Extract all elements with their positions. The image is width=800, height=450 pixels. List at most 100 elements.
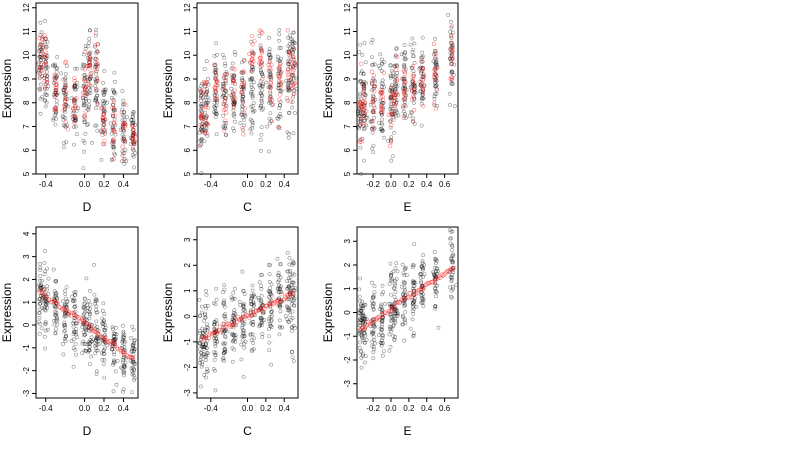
data-point bbox=[362, 111, 367, 116]
data-point bbox=[232, 50, 237, 55]
data-point bbox=[63, 323, 67, 328]
data-point bbox=[361, 82, 366, 87]
data-point bbox=[358, 117, 363, 122]
data-point bbox=[65, 97, 70, 102]
data-point bbox=[450, 30, 455, 35]
data-point bbox=[381, 105, 386, 110]
data-point bbox=[434, 61, 439, 66]
data-point bbox=[70, 298, 75, 303]
data-point bbox=[240, 94, 245, 99]
y-tick-label: 3 bbox=[22, 254, 31, 259]
data-point bbox=[278, 325, 283, 330]
data-point bbox=[361, 72, 366, 77]
fit-line-point bbox=[375, 315, 380, 321]
data-point bbox=[197, 340, 202, 345]
data-point bbox=[53, 314, 58, 318]
data-point bbox=[86, 305, 90, 310]
data-point bbox=[266, 289, 271, 294]
data-point bbox=[380, 90, 385, 95]
data-point bbox=[84, 93, 89, 98]
fitted-point bbox=[361, 85, 367, 90]
data-point bbox=[401, 271, 406, 276]
data-point bbox=[250, 283, 255, 288]
data-point bbox=[251, 110, 256, 114]
data-point bbox=[411, 299, 416, 304]
data-point bbox=[292, 272, 297, 277]
data-point bbox=[279, 300, 284, 305]
fitted-point bbox=[198, 114, 203, 119]
data-point bbox=[232, 101, 237, 106]
data-point bbox=[413, 280, 418, 285]
data-point bbox=[213, 66, 218, 71]
data-point bbox=[202, 318, 207, 323]
data-point bbox=[434, 59, 439, 64]
x-tick-label: -0.4 bbox=[39, 180, 53, 189]
fit-line-point bbox=[221, 321, 227, 327]
data-point bbox=[52, 94, 57, 99]
data-point bbox=[394, 100, 399, 105]
x-tick-label: 0.2 bbox=[260, 180, 272, 189]
data-point bbox=[277, 69, 282, 74]
fitted-point bbox=[241, 70, 247, 75]
data-point bbox=[412, 296, 417, 301]
data-point bbox=[63, 110, 67, 114]
data-point bbox=[452, 104, 457, 109]
data-point bbox=[359, 316, 364, 321]
data-point bbox=[266, 68, 271, 73]
data-point bbox=[287, 320, 291, 325]
data-point bbox=[222, 300, 227, 305]
data-point bbox=[38, 20, 43, 25]
data-point bbox=[371, 323, 376, 327]
data-point bbox=[389, 135, 394, 140]
y-tick-label: -1 bbox=[22, 344, 31, 352]
data-point bbox=[215, 340, 220, 345]
fitted-point bbox=[94, 69, 99, 74]
data-point bbox=[51, 116, 56, 121]
data-point bbox=[259, 60, 264, 65]
data-point bbox=[371, 344, 376, 349]
data-point bbox=[131, 131, 136, 136]
fit-line-point bbox=[446, 269, 451, 274]
data-point bbox=[102, 312, 107, 316]
data-point bbox=[85, 56, 90, 60]
data-point bbox=[420, 35, 425, 40]
data-point bbox=[132, 367, 136, 372]
data-point bbox=[100, 316, 105, 321]
data-point bbox=[362, 102, 367, 107]
data-point bbox=[412, 121, 417, 126]
data-point bbox=[251, 300, 256, 305]
data-point bbox=[268, 94, 273, 99]
data-point bbox=[392, 301, 397, 306]
data-point bbox=[380, 336, 385, 341]
fit-line-point bbox=[234, 319, 240, 325]
data-point bbox=[451, 259, 455, 264]
data-point bbox=[220, 328, 225, 333]
data-point bbox=[403, 57, 408, 62]
data-point bbox=[203, 101, 208, 106]
data-point bbox=[278, 103, 282, 108]
data-point bbox=[451, 266, 456, 271]
data-point bbox=[82, 310, 87, 315]
data-point bbox=[435, 65, 440, 69]
data-point bbox=[222, 347, 227, 352]
data-point bbox=[287, 308, 292, 313]
data-point bbox=[82, 311, 87, 316]
data-point bbox=[203, 342, 208, 347]
data-point bbox=[95, 310, 100, 315]
data-point bbox=[418, 83, 423, 88]
data-point bbox=[379, 341, 384, 346]
data-point bbox=[285, 130, 290, 135]
fitted-point bbox=[277, 64, 283, 70]
data-point bbox=[205, 322, 210, 327]
fitted-point bbox=[72, 75, 77, 81]
data-point bbox=[222, 350, 227, 355]
data-point bbox=[238, 303, 243, 308]
data-point bbox=[277, 32, 282, 37]
data-point bbox=[93, 301, 98, 306]
data-point bbox=[390, 154, 395, 159]
data-point bbox=[251, 67, 256, 72]
data-point bbox=[39, 52, 43, 57]
data-point bbox=[87, 323, 92, 328]
data-point bbox=[259, 299, 264, 304]
data-point bbox=[249, 85, 254, 90]
